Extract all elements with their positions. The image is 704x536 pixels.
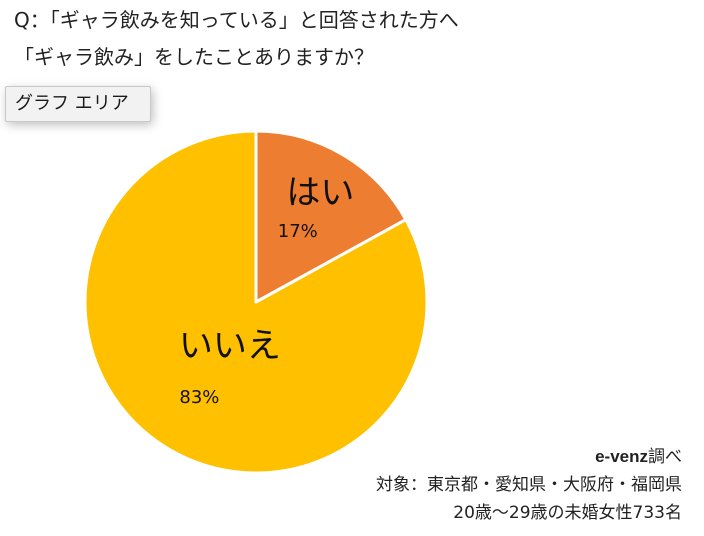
slice-1-name-label: はい: [286, 173, 354, 213]
slice-2-percent-label: 83%: [179, 387, 219, 408]
pie-slices: [85, 131, 427, 473]
source-target: 対象：東京都・愛知県・大阪府・福岡県: [376, 474, 682, 496]
source-brand-suffix: 調べ: [648, 447, 682, 466]
source-credit: e-venz調べ: [595, 446, 682, 468]
source-brand: e-venz: [595, 447, 648, 466]
slice-1-percent-label: 17%: [278, 221, 318, 242]
source-sample: 20歳〜29歳の未婚女性733名: [453, 502, 682, 524]
slice-2-name-label: いいえ: [179, 326, 281, 366]
graph-area-button[interactable]: グラフ エリア: [5, 86, 151, 122]
